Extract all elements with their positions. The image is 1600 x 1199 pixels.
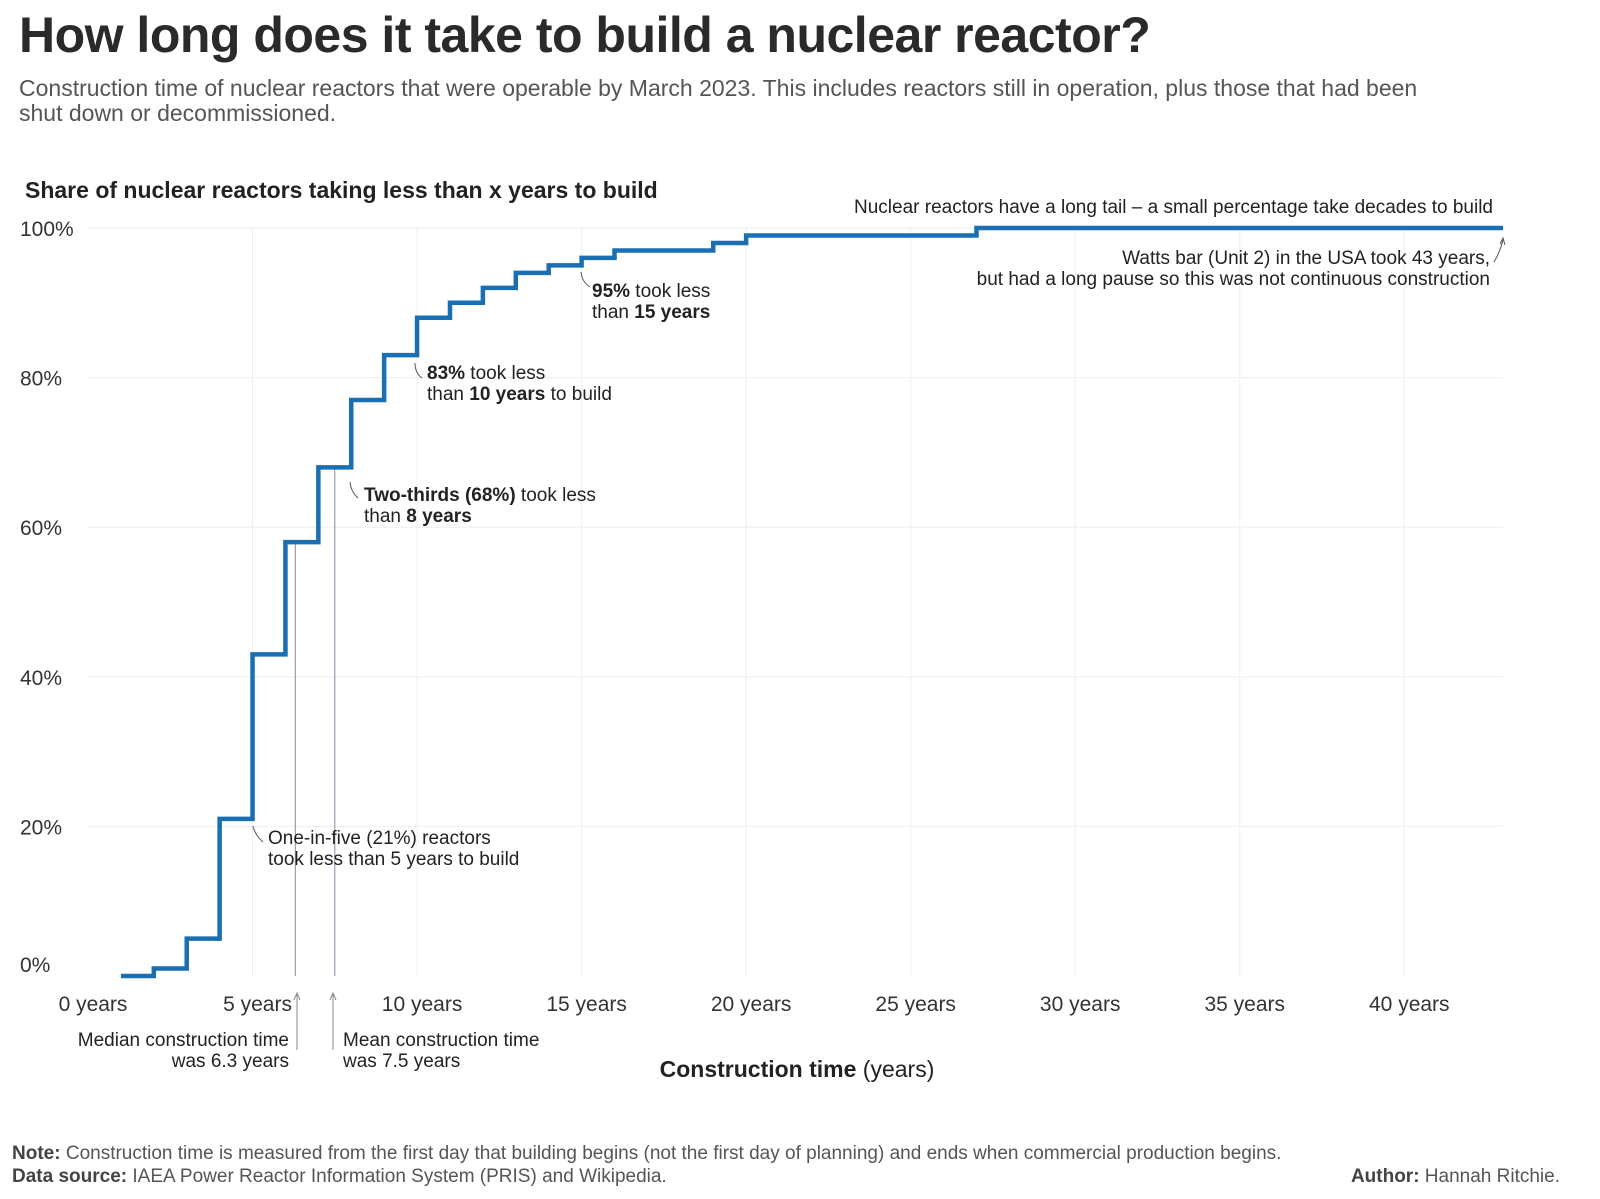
- x-axis-label: Construction time (years): [660, 1056, 935, 1082]
- x-axis-label-bold: Construction time: [660, 1056, 857, 1082]
- annotation-68-bold: Two-thirds (68%): [364, 485, 516, 506]
- annotation-median-1: Median construction time: [78, 1030, 289, 1051]
- footer-note: Note: Construction time is measured from…: [12, 1143, 1281, 1165]
- y-axis-ticks: 0% 20% 40% 60% 80% 100%: [20, 218, 74, 977]
- annotation-median-2: was 6.3 years: [171, 1051, 289, 1072]
- annotation-83-l2b: 10 years: [469, 384, 545, 405]
- footer-source-label: Data source:: [12, 1166, 128, 1187]
- annotation-83-l2a: than: [427, 384, 469, 405]
- annotation-watts-arrow: [1493, 239, 1504, 263]
- x-tick-label: 20 years: [711, 993, 792, 1016]
- footer-note-text: Construction time is measured from the f…: [60, 1143, 1282, 1164]
- y-tick-label: 80%: [20, 368, 62, 391]
- annotation-68-line2: than 8 years: [364, 506, 472, 527]
- footer-author-text: Hannah Ritchie.: [1419, 1166, 1560, 1187]
- y-tick-label: 60%: [20, 517, 62, 540]
- annotation-83-line2: than 10 years to build: [427, 384, 612, 405]
- annotation-21-1: One-in-five (21%) reactors: [268, 828, 491, 849]
- chart-title: Share of nuclear reactors taking less th…: [25, 177, 658, 203]
- footer-source: Data source: IAEA Power Reactor Informat…: [12, 1166, 667, 1188]
- annotation-95-bold: 95%: [592, 281, 630, 302]
- annotation-long-tail: Nuclear reactors have a long tail – a sm…: [854, 197, 1493, 218]
- annotation-watts-arrowhead: [1499, 236, 1506, 246]
- page-subtitle: Construction time of nuclear reactors th…: [19, 75, 1418, 126]
- annotation-95-line2: than 15 years: [592, 302, 710, 323]
- annotation-21-2: took less than 5 years to build: [268, 849, 519, 870]
- annotation-83-arrow: [414, 362, 423, 379]
- annotation-95-rest: took less: [630, 281, 710, 302]
- y-tick-label: 100%: [20, 218, 74, 241]
- annotation-watts-bar-2: but had a long pause so this was not con…: [977, 269, 1490, 290]
- annotation-median-arrow: [293, 991, 301, 1050]
- footer-source-text: IAEA Power Reactor Information System (P…: [127, 1166, 667, 1187]
- annotation-83-bold: 83%: [427, 363, 465, 384]
- annotation-mean-1: Mean construction time: [343, 1030, 539, 1051]
- footer-author: Author: Hannah Ritchie.: [1351, 1166, 1560, 1188]
- footer-note-label: Note:: [12, 1143, 61, 1164]
- annotation-95-l2a: than: [592, 302, 634, 323]
- annotation-95-l2b: 15 years: [634, 302, 710, 323]
- y-tick-label: 20%: [20, 816, 62, 839]
- page-title: How long does it take to build a nuclear…: [19, 7, 1151, 63]
- footer-author-label: Author:: [1350, 1166, 1420, 1187]
- annotation-83-l2c: to build: [545, 384, 612, 405]
- y-tick-label: 0%: [20, 954, 50, 977]
- annotation-mean-2: was 7.5 years: [342, 1051, 460, 1072]
- annotation-21-arrow: [252, 825, 264, 843]
- x-tick-label: 30 years: [1040, 993, 1121, 1016]
- y-tick-label: 40%: [20, 667, 62, 690]
- x-tick-label: 0 years: [59, 993, 128, 1016]
- annotation-68-rest: took less: [516, 485, 596, 506]
- x-tick-label: 35 years: [1204, 993, 1285, 1016]
- step-chart: Share of nuclear reactors taking less th…: [20, 177, 1506, 1082]
- annotation-mean-arrow: [329, 991, 337, 1050]
- annotation-95: 95% took less: [592, 281, 710, 302]
- x-axis-ticks: 0 years 5 years 10 years 15 years 20 years 25…: [59, 993, 1450, 1016]
- x-tick-label: 5 years: [223, 993, 292, 1016]
- annotation-68-l2a: than: [364, 506, 406, 527]
- annotation-68-arrow: [349, 481, 359, 499]
- annotation-68: Two-thirds (68%) took less: [364, 485, 596, 506]
- annotation-watts-bar-1: Watts bar (Unit 2) in the USA took 43 ye…: [1122, 248, 1490, 269]
- annotation-83-rest: took less: [465, 363, 545, 384]
- cumulative-step-line: [120, 225, 1503, 979]
- annotation-95-arrow: [580, 271, 591, 288]
- annotation-83: 83% took less: [427, 363, 545, 384]
- x-tick-label: 25 years: [875, 993, 956, 1016]
- x-axis-label-rest: (years): [863, 1056, 935, 1082]
- x-tick-label: 40 years: [1369, 993, 1450, 1016]
- x-tick-label: 10 years: [382, 993, 463, 1016]
- annotation-68-l2b: 8 years: [406, 506, 472, 527]
- x-tick-label: 15 years: [546, 993, 627, 1016]
- reference-lines: [294, 467, 336, 976]
